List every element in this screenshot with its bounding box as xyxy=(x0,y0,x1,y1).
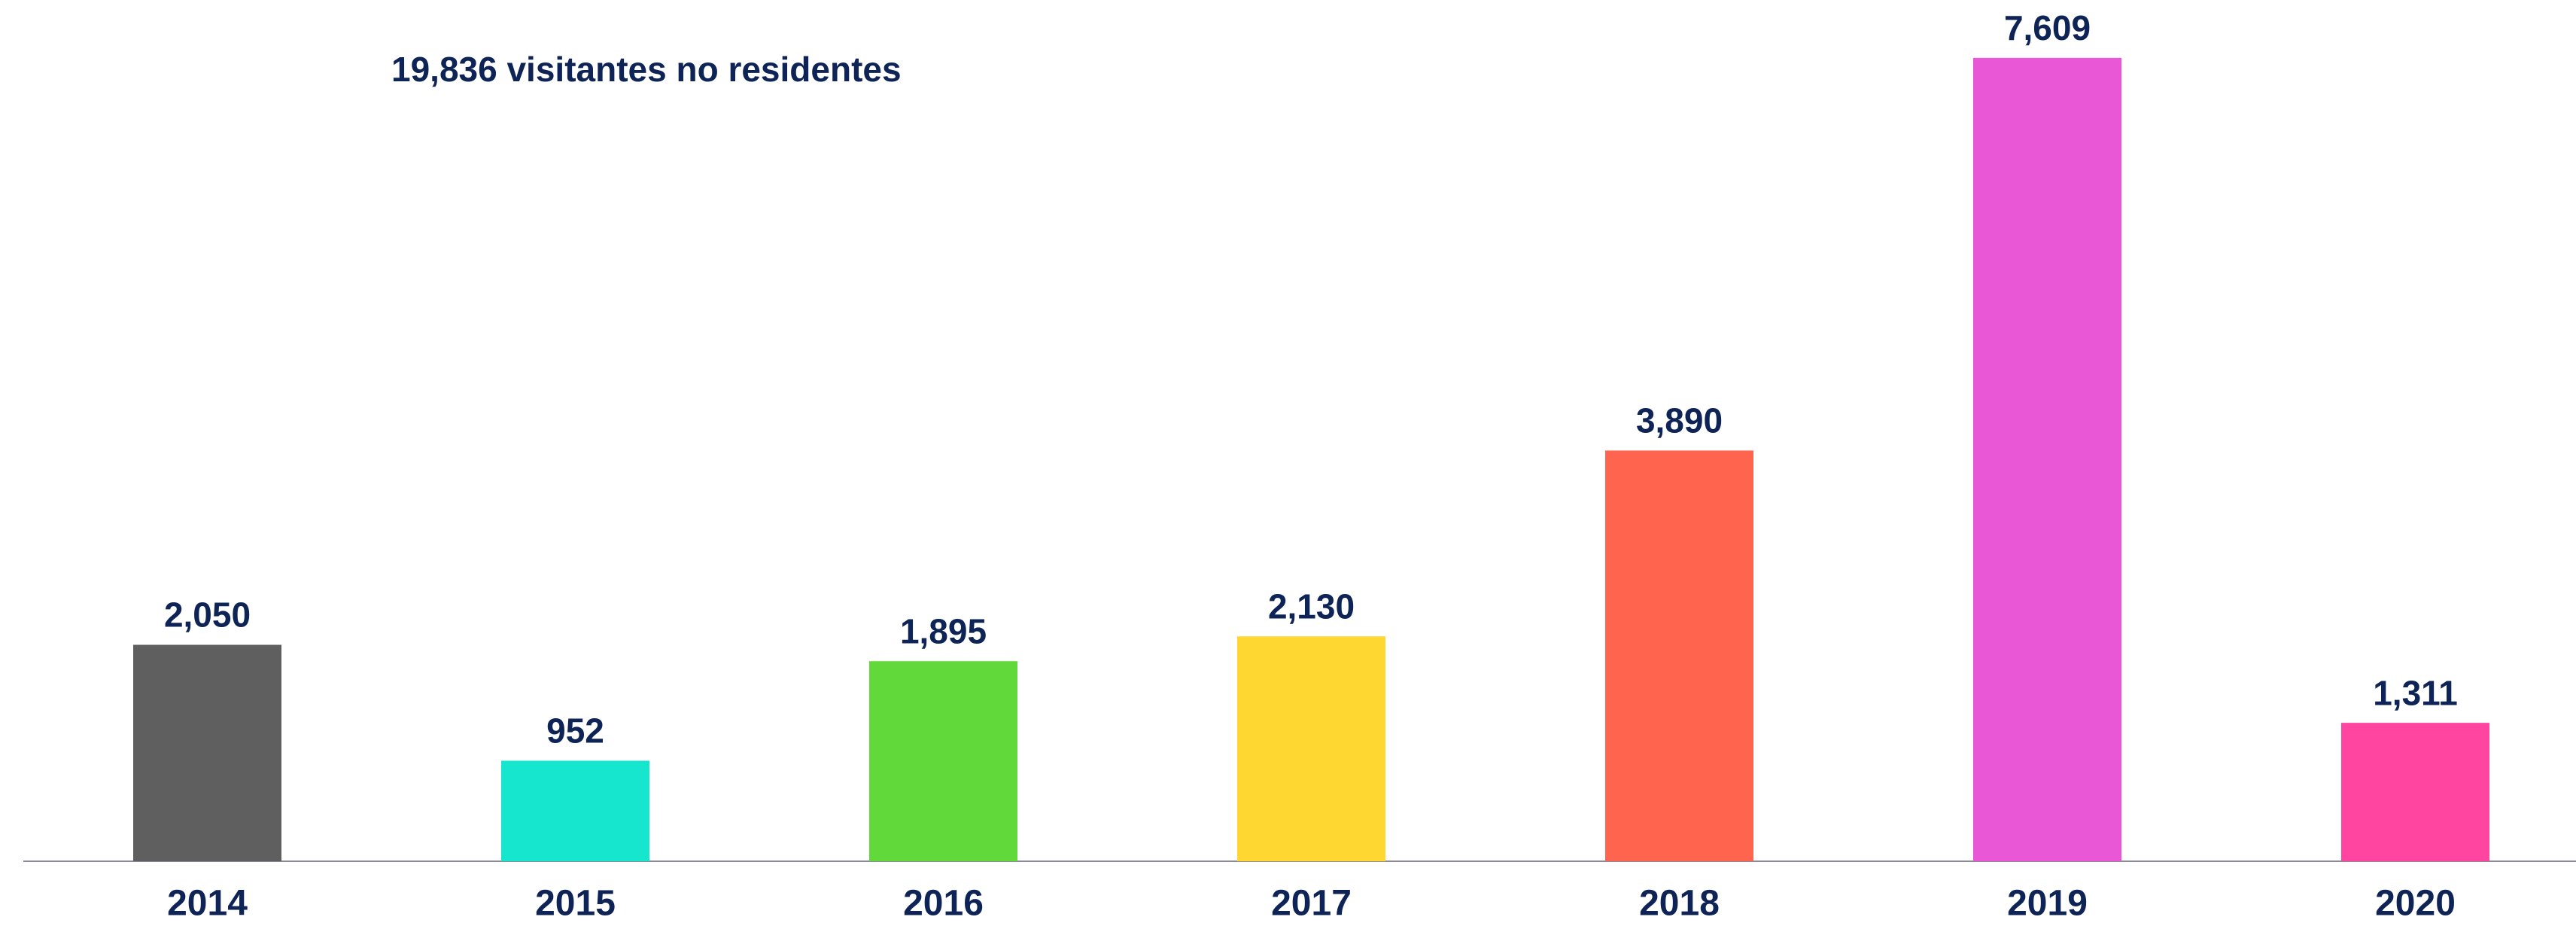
x-tick-label: 2015 xyxy=(535,884,616,924)
x-tick-label: 2016 xyxy=(903,884,984,924)
x-tick-label: 2020 xyxy=(2375,884,2456,924)
annotation: 19,836 visitantes no residentes xyxy=(391,50,902,89)
x-tick-label: 2014 xyxy=(167,884,248,924)
data-label: 2,130 xyxy=(1268,586,1355,626)
x-tick-label: 2019 xyxy=(2007,884,2088,924)
data-label: 3,890 xyxy=(1636,401,1723,440)
bar xyxy=(869,661,1017,861)
data-label: 1,311 xyxy=(2373,673,2458,712)
data-label: 1,895 xyxy=(900,611,987,650)
data-label: 2,050 xyxy=(164,596,251,635)
bar xyxy=(2341,723,2489,861)
bar xyxy=(133,644,281,861)
x-tick-label: 2018 xyxy=(1639,884,1720,924)
bar xyxy=(1973,57,2121,861)
bar xyxy=(1237,636,1385,861)
bar xyxy=(1605,450,1753,861)
data-label: 7,609 xyxy=(2004,8,2091,47)
data-label: 952 xyxy=(546,711,604,751)
bar xyxy=(501,760,649,861)
x-tick-label: 2017 xyxy=(1271,884,1352,924)
